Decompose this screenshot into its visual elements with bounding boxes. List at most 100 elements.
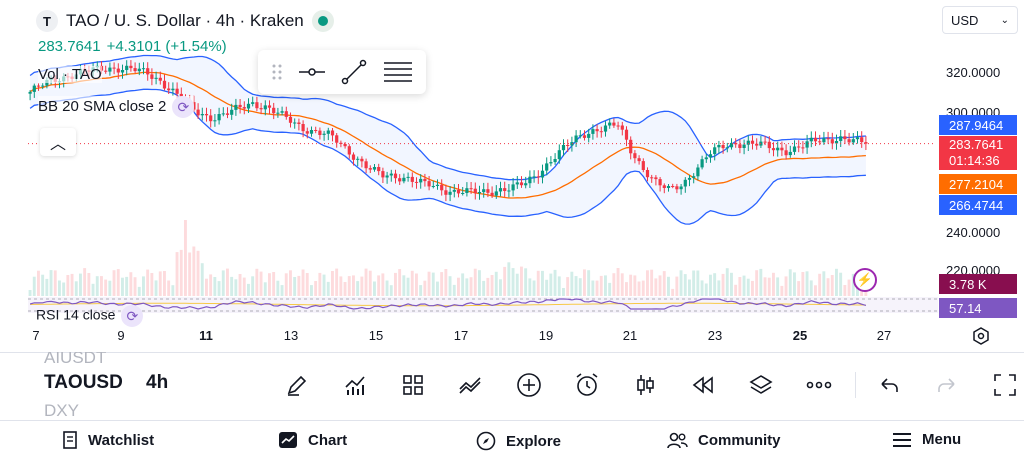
x-tick-label: 11 xyxy=(199,328,213,343)
candle-body xyxy=(259,108,263,110)
symbol-list-item[interactable]: DXY 1D xyxy=(44,401,79,417)
current-interval[interactable]: 4h xyxy=(146,372,169,393)
symbol-name: AIUSDT xyxy=(44,348,107,367)
bottom-navigation: Watchlist Chart Explore Community Menu xyxy=(0,420,1024,461)
horizontal-ray-icon[interactable] xyxy=(297,62,327,82)
layers-icon[interactable] xyxy=(746,370,776,400)
price-chart[interactable] xyxy=(0,0,1024,352)
refresh-icon[interactable]: ⟳ xyxy=(172,96,195,118)
compare-icon[interactable] xyxy=(456,370,486,400)
candle-body xyxy=(251,102,255,104)
candle-type-icon[interactable] xyxy=(630,370,660,400)
volume-bar xyxy=(352,275,355,296)
chart-header[interactable]: T TAO / U. S. Dollar · 4h · Kraken xyxy=(36,10,334,32)
current-symbol[interactable]: TAOUSD xyxy=(44,372,123,393)
candle-body xyxy=(272,107,276,114)
volume-bar xyxy=(289,270,292,296)
volume-bar xyxy=(662,271,666,296)
volume-bar xyxy=(184,220,187,296)
nav-explore[interactable]: Explore xyxy=(476,431,561,451)
symbol-title[interactable]: TAO / U. S. Dollar · 4h · Kraken xyxy=(66,11,304,30)
candle-body xyxy=(158,77,162,81)
candle-body xyxy=(108,67,112,72)
replay-icon[interactable] xyxy=(688,370,718,400)
volume-bar xyxy=(163,271,166,296)
volume-bar xyxy=(524,268,528,296)
nav-chart[interactable]: Chart xyxy=(278,431,347,449)
volume-bar xyxy=(364,268,368,296)
drag-handle-icon[interactable] xyxy=(270,62,284,82)
volume-bar xyxy=(154,280,158,296)
lightning-icon[interactable]: ⚡ xyxy=(853,268,877,292)
volume-bar xyxy=(423,280,427,296)
candle-body xyxy=(834,141,839,144)
candle-body xyxy=(309,130,314,134)
candle-body xyxy=(713,147,717,155)
volume-bar xyxy=(482,280,486,296)
rsi-indicator-label[interactable]: RSI 14 close ⟳ xyxy=(36,305,144,327)
volume-bar xyxy=(776,277,780,296)
nav-chart-label: Chart xyxy=(308,431,348,449)
nav-watchlist[interactable]: Watchlist xyxy=(62,431,154,449)
undo-icon[interactable] xyxy=(874,370,904,400)
more-icon[interactable] xyxy=(804,370,834,400)
refresh-icon[interactable]: ⟳ xyxy=(121,305,144,327)
volume-bar xyxy=(301,269,305,296)
volume-bar xyxy=(717,280,721,296)
candle-body xyxy=(263,105,267,110)
volume-bar xyxy=(595,280,599,296)
alarm-icon[interactable] xyxy=(572,370,602,400)
fib-retracement-icon[interactable] xyxy=(382,57,414,87)
volume-bar xyxy=(188,252,192,296)
candle-body xyxy=(839,136,843,141)
volume-bar xyxy=(578,278,582,296)
hamburger-icon xyxy=(893,432,911,447)
volume-bar xyxy=(604,275,607,296)
redo-icon[interactable] xyxy=(932,370,962,400)
candle-body xyxy=(486,189,490,193)
add-icon[interactable] xyxy=(514,370,544,400)
volume-bar xyxy=(528,278,532,296)
volume-bar xyxy=(209,274,213,296)
nav-menu[interactable]: Menu xyxy=(892,431,961,448)
x-tick-label: 21 xyxy=(622,328,638,343)
rsi-line xyxy=(29,298,867,310)
x-tick-label: 9 xyxy=(117,328,125,343)
candle-body xyxy=(456,189,461,194)
volume-indicator-label[interactable]: Vol · TAO xyxy=(38,66,102,83)
nav-community[interactable]: Community xyxy=(666,431,781,449)
pencil-icon[interactable] xyxy=(282,370,312,400)
bb-indicator-label[interactable]: BB 20 SMA close 2 ⟳ xyxy=(38,96,195,118)
volume-bar xyxy=(58,280,61,296)
indicators-icon[interactable] xyxy=(340,370,370,400)
volume-bar xyxy=(549,273,553,296)
candle-body xyxy=(683,179,687,187)
volume-bar xyxy=(738,277,742,296)
candle-body xyxy=(267,105,272,108)
volume-bar xyxy=(284,273,288,296)
candle-body xyxy=(326,130,330,134)
volume-bar xyxy=(310,285,313,296)
trend-line-icon[interactable] xyxy=(339,57,369,87)
collapse-legend-button[interactable]: ︿ xyxy=(40,128,76,156)
volume-bar xyxy=(272,272,276,296)
settings-icon[interactable] xyxy=(972,327,990,350)
candle-body xyxy=(204,114,209,116)
community-icon xyxy=(667,432,688,449)
volume-bar xyxy=(616,268,620,296)
fullscreen-icon[interactable] xyxy=(990,370,1020,400)
candle-countdown: 01:14:36 xyxy=(949,153,1000,168)
candle-body xyxy=(414,181,419,183)
layouts-icon[interactable] xyxy=(398,370,428,400)
candle-body xyxy=(624,129,629,140)
volume-bar xyxy=(730,272,733,296)
symbol-list-item[interactable]: AIUSDT 1h xyxy=(44,348,107,368)
volume-bar xyxy=(465,278,469,296)
volume-bar xyxy=(767,277,771,296)
volume-bar xyxy=(150,273,154,296)
volume-bar xyxy=(826,278,830,296)
candle-body xyxy=(675,186,679,190)
volume-bar xyxy=(759,268,763,296)
volume-bar xyxy=(74,281,78,296)
currency-select[interactable]: USD ⌄ xyxy=(942,6,1018,34)
